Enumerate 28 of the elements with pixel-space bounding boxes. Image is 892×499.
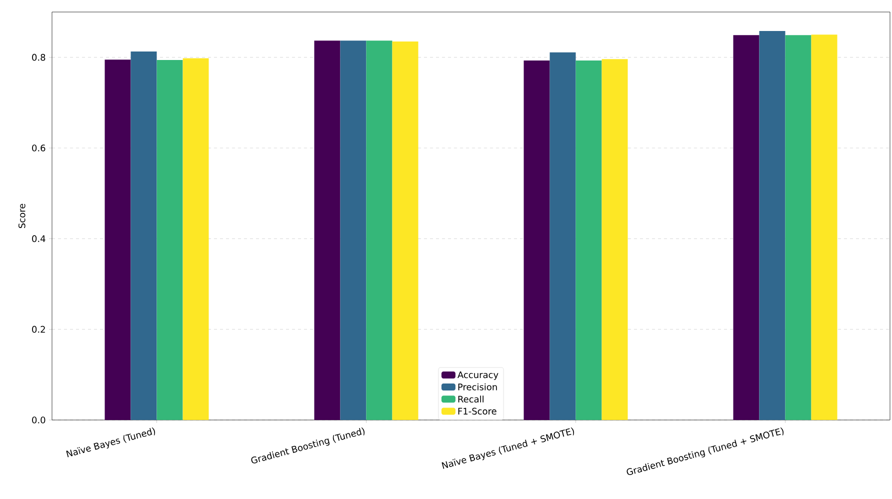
- x-tick-label: Gradient Boosting (Tuned + SMOTE): [626, 427, 784, 476]
- legend-label: Precision: [458, 383, 497, 390]
- bar: [733, 35, 760, 420]
- y-tick-label: 0.6: [32, 144, 46, 152]
- bar: [156, 60, 183, 420]
- bar: [392, 41, 418, 420]
- y-tick-label: 0.2: [32, 326, 45, 333]
- bar: [550, 52, 576, 420]
- y-tick-label: 0.4: [32, 235, 46, 242]
- legend-label: Recall: [458, 396, 484, 403]
- bar: [602, 59, 628, 420]
- x-tick-label: Naïve Bayes (Tuned + SMOTE): [442, 427, 574, 469]
- bar: [524, 60, 550, 420]
- legend-label: Accuracy: [458, 371, 498, 380]
- bar: [759, 31, 786, 420]
- bar: [785, 35, 812, 420]
- y-axis-title: Score: [18, 204, 26, 228]
- bar: [340, 40, 366, 420]
- y-tick-label: 0.8: [32, 54, 46, 61]
- bar: [314, 40, 340, 420]
- bar: [366, 40, 392, 420]
- legend-label: F1-Score: [458, 408, 496, 415]
- bar: [104, 60, 131, 420]
- y-tick-label: 0.0: [32, 416, 46, 424]
- bar: [811, 34, 838, 420]
- bar: [130, 51, 157, 420]
- bar: [576, 60, 602, 420]
- bar: [182, 58, 209, 420]
